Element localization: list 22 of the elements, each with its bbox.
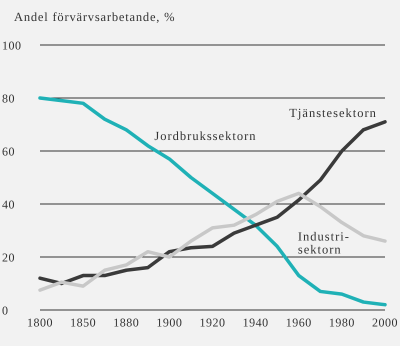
y-tick-label: 80 xyxy=(2,91,15,106)
x-tick-label: 1960 xyxy=(286,316,312,330)
line-series xyxy=(38,192,387,292)
x-tick-label: 1880 xyxy=(113,316,140,330)
line-series xyxy=(38,120,387,286)
x-tick-label: 1920 xyxy=(200,316,226,330)
series-label: Tjänstesektorn xyxy=(289,106,377,120)
x-tick-label: 1980 xyxy=(328,316,355,330)
y-tick-label: 20 xyxy=(2,250,15,264)
line-series xyxy=(38,96,387,306)
y-axis-title: Andel förvärvsarbetande, % xyxy=(14,10,176,25)
x-tick-label: 1940 xyxy=(242,316,269,330)
x-tick-label: 2000 xyxy=(372,316,398,330)
series-label: Jordbrukssektorn xyxy=(154,128,256,143)
y-tick-label: 60 xyxy=(2,144,15,158)
x-tick-label: 1850 xyxy=(70,316,96,330)
y-tick-label: 40 xyxy=(2,197,15,212)
y-tick-label: 0 xyxy=(2,303,8,318)
x-tick-label: 1800 xyxy=(27,316,53,330)
x-tick-label: 1900 xyxy=(156,316,182,330)
y-tick-label: 100 xyxy=(2,38,22,52)
series-label: Industri- sektorn xyxy=(298,230,350,257)
